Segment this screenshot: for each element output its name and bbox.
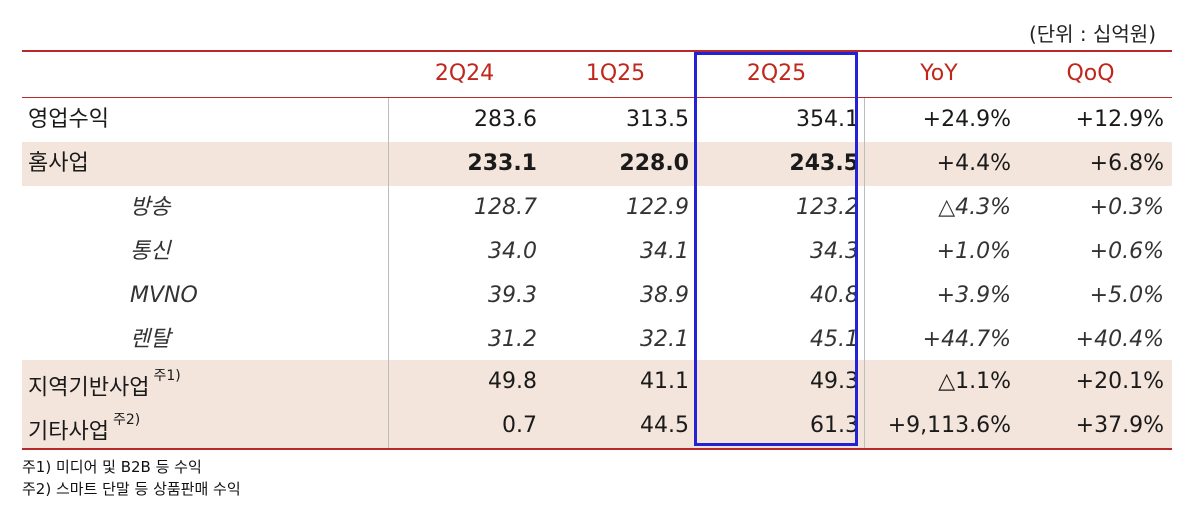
table-row-telecom: 통신 34.0 34.1 34.3 +1.0% +0.6% bbox=[22, 230, 1172, 274]
row-label: 통신 bbox=[130, 239, 171, 264]
cell-1q25: 32.1 bbox=[640, 327, 689, 352]
header-rule bbox=[22, 97, 1172, 98]
cell-1q25: 313.5 bbox=[626, 107, 689, 132]
row-label-text: 기타사업 bbox=[28, 419, 109, 445]
cell-2q24: 128.7 bbox=[474, 195, 537, 220]
cell-qoq: +20.1% bbox=[1075, 369, 1164, 394]
cell-qoq: +6.8% bbox=[1089, 151, 1164, 176]
table-bottom-rule bbox=[22, 448, 1172, 450]
table-row-rental: 렌탈 31.2 32.1 45.1 +44.7% +40.4% bbox=[22, 318, 1172, 362]
cell-qoq: +0.6% bbox=[1089, 239, 1164, 264]
row-label: 홈사업 bbox=[28, 151, 89, 176]
column-divider bbox=[388, 98, 389, 448]
col-header-1q25: 1Q25 bbox=[585, 61, 646, 86]
cell-qoq: +5.0% bbox=[1089, 283, 1164, 308]
row-label: MVNO bbox=[130, 283, 198, 308]
cell-2q24: 283.6 bbox=[474, 107, 537, 132]
cell-2q25: 49.3 bbox=[810, 369, 859, 394]
current-quarter-highlight bbox=[694, 52, 858, 446]
footnote-2: 주2) 스마트 단말 등 상품판매 수익 bbox=[22, 480, 241, 498]
table-top-rule bbox=[22, 50, 1172, 52]
cell-1q25: 122.9 bbox=[626, 195, 689, 220]
cell-2q25: 40.8 bbox=[810, 283, 859, 308]
cell-2q24: 0.7 bbox=[502, 413, 537, 438]
cell-qoq: +37.9% bbox=[1075, 413, 1164, 438]
cell-2q25: 45.1 bbox=[810, 327, 859, 352]
row-label-text: 지역기반사업 bbox=[28, 375, 150, 401]
cell-qoq: +0.3% bbox=[1089, 195, 1164, 220]
cell-1q25: 44.5 bbox=[640, 413, 689, 438]
footnote-1: 주1) 미디어 및 B2B 등 수익 bbox=[22, 458, 202, 476]
cell-1q25: 38.9 bbox=[640, 283, 689, 308]
footnotes: 주1) 미디어 및 B2B 등 수익 주2) 스마트 단말 등 상품판매 수익 bbox=[22, 456, 241, 500]
col-header-yoy: YoY bbox=[920, 61, 958, 86]
cell-2q25: 123.2 bbox=[796, 195, 859, 220]
cell-yoy: △4.3% bbox=[938, 195, 1011, 220]
cell-yoy: +4.4% bbox=[936, 151, 1011, 176]
table-row-broadcast: 방송 128.7 122.9 123.2 △4.3% +0.3% bbox=[22, 186, 1172, 230]
table-row-regional-business: 지역기반사업 주1) 49.8 41.1 49.3 △1.1% +20.1% bbox=[22, 360, 1172, 404]
row-label: 지역기반사업 주1) bbox=[28, 360, 181, 404]
table-row-operating-revenue: 영업수익 283.6 313.5 354.1 +24.9% +12.9% bbox=[22, 98, 1172, 142]
cell-yoy: +3.9% bbox=[936, 283, 1011, 308]
cell-1q25: 228.0 bbox=[619, 151, 689, 176]
row-label: 영업수익 bbox=[28, 107, 109, 132]
row-label: 기타사업 주2) bbox=[28, 404, 140, 448]
table-row-other-business: 기타사업 주2) 0.7 44.5 61.3 +9,113.6% +37.9% bbox=[22, 404, 1172, 448]
cell-2q24: 49.8 bbox=[488, 369, 537, 394]
cell-qoq: +12.9% bbox=[1075, 107, 1164, 132]
unit-note: (단위 : 십억원) bbox=[1028, 22, 1156, 46]
table-row-home-business: 홈사업 233.1 228.0 243.5 +4.4% +6.8% bbox=[22, 142, 1172, 186]
column-divider bbox=[864, 98, 865, 448]
table-header-row: 2Q24 1Q25 2Q25 YoY QoQ bbox=[22, 52, 1172, 96]
cell-yoy: +9,113.6% bbox=[887, 413, 1011, 438]
cell-2q24: 34.0 bbox=[488, 239, 537, 264]
cell-qoq: +40.4% bbox=[1075, 327, 1164, 352]
cell-yoy: +1.0% bbox=[936, 239, 1011, 264]
col-header-2q25: 2Q25 bbox=[746, 61, 807, 86]
cell-1q25: 34.1 bbox=[640, 239, 689, 264]
cell-2q25: 34.3 bbox=[810, 239, 859, 264]
cell-2q25: 354.1 bbox=[796, 107, 859, 132]
cell-2q24: 39.3 bbox=[488, 283, 537, 308]
cell-2q25: 243.5 bbox=[789, 151, 859, 176]
cell-yoy: +44.7% bbox=[922, 327, 1011, 352]
cell-1q25: 41.1 bbox=[640, 369, 689, 394]
cell-yoy: +24.9% bbox=[922, 107, 1011, 132]
col-header-2q24: 2Q24 bbox=[434, 61, 495, 86]
col-header-qoq: QoQ bbox=[1066, 61, 1115, 86]
cell-2q24: 31.2 bbox=[488, 327, 537, 352]
row-label: 방송 bbox=[130, 195, 171, 220]
footnote-ref: 주1) bbox=[153, 368, 181, 384]
row-label: 렌탈 bbox=[130, 327, 171, 352]
cell-2q25: 61.3 bbox=[810, 413, 859, 438]
cell-yoy: △1.1% bbox=[938, 369, 1011, 394]
table-row-mvno: MVNO 39.3 38.9 40.8 +3.9% +5.0% bbox=[22, 274, 1172, 318]
footnote-ref: 주2) bbox=[112, 412, 141, 428]
cell-2q24: 233.1 bbox=[467, 151, 537, 176]
